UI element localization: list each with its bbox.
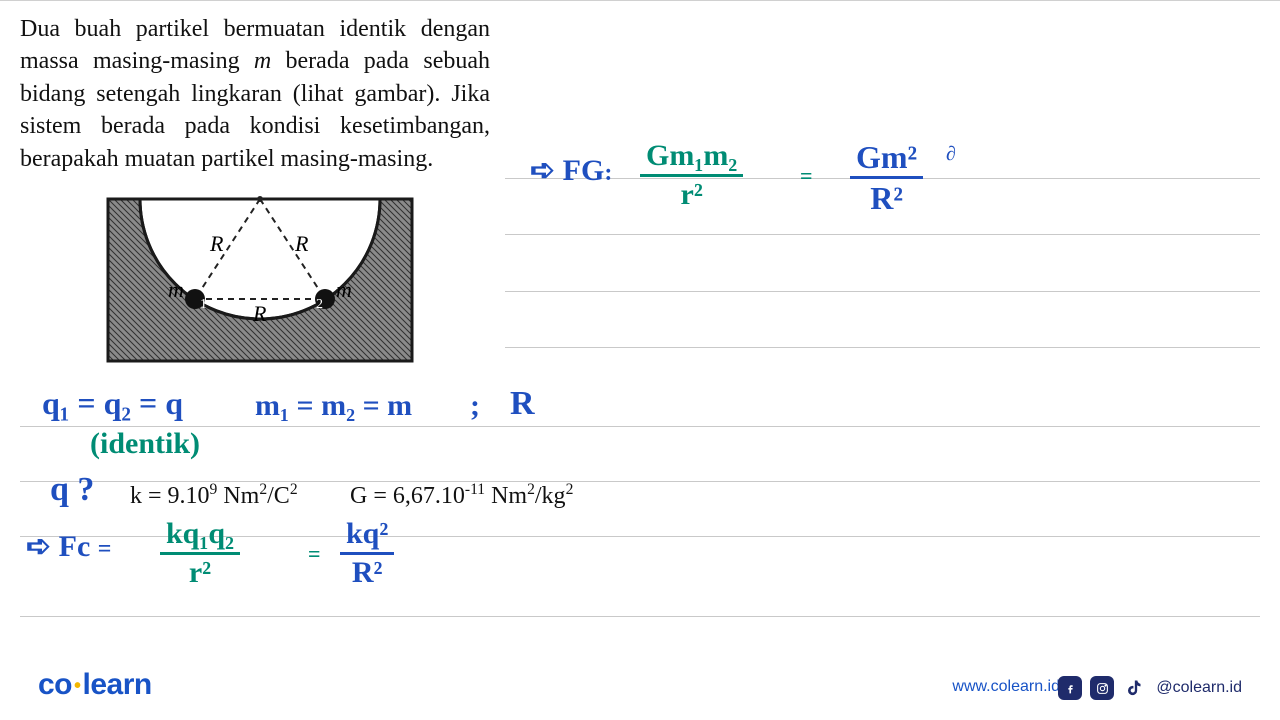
fg-arrow: ➪ FG: xyxy=(530,153,612,188)
given-q1q2: q₁ = q₂ = q xyxy=(42,385,183,422)
footer: co•learn www.colearn.id @colearn.id xyxy=(0,662,1280,702)
label-R-bottom: R xyxy=(252,301,267,326)
given-m1m2: m₁ = m₂ = m xyxy=(255,389,412,423)
semicircle-diagram: R R R m m 1 2 xyxy=(100,191,420,371)
ruled-line xyxy=(20,616,1260,617)
constant-G: G = 6,67.10-11 Nm2/kg2 xyxy=(350,481,573,510)
instagram-icon xyxy=(1090,676,1114,700)
problem-line: berapakah muatan partikel masing-masing. xyxy=(20,146,433,172)
question-q: q ? xyxy=(50,471,94,509)
given-sep: ; xyxy=(470,389,480,423)
fc-eq-sign: = xyxy=(308,541,321,567)
site-url: www.colearn.id xyxy=(952,678,1060,696)
problem-line: sistem berada pada kondisi kesetimbangan… xyxy=(20,113,490,139)
label-R-right: R xyxy=(294,231,309,256)
label-m-left: m xyxy=(168,277,184,302)
given-identik: (identik) xyxy=(90,427,200,461)
fc-frac1: kq₁q₂r² xyxy=(160,519,240,588)
tiktok-icon xyxy=(1122,676,1146,700)
label-m-right: m xyxy=(336,277,352,302)
ruled-line xyxy=(505,234,1260,235)
fc-arrow: ➪ Fc = xyxy=(26,529,111,564)
fg-eq-sign: = xyxy=(800,163,813,189)
problem-line: Dua buah partikel bermuatan identik deng… xyxy=(20,16,490,42)
fc-frac2: kq²R² xyxy=(340,519,394,588)
fg-frac2: Gm²R² xyxy=(850,141,923,214)
ruled-line xyxy=(505,291,1260,292)
social-icons: @colearn.id xyxy=(1058,676,1242,700)
given-R: R xyxy=(510,385,535,423)
label-point-1: 1 xyxy=(200,297,207,312)
ruled-line xyxy=(20,426,1260,427)
problem-line: massa masing-masing m berada pada sebuah xyxy=(20,48,490,74)
problem-line: bidang setengah lingkaran (lihat gambar)… xyxy=(20,81,490,107)
brand-logo: co•learn xyxy=(38,668,152,702)
social-handle: @colearn.id xyxy=(1156,679,1242,697)
ruled-line xyxy=(505,347,1260,348)
label-R-left: R xyxy=(209,231,224,256)
constant-k: k = 9.109 Nm2/C2 xyxy=(130,481,298,510)
problem-statement: Dua buah partikel bermuatan identik deng… xyxy=(20,13,490,175)
fg-frac1: Gm₁m₂r² xyxy=(640,141,743,210)
fg-tail: ∂ xyxy=(946,143,956,166)
label-point-2: 2 xyxy=(316,297,323,312)
facebook-icon xyxy=(1058,676,1082,700)
